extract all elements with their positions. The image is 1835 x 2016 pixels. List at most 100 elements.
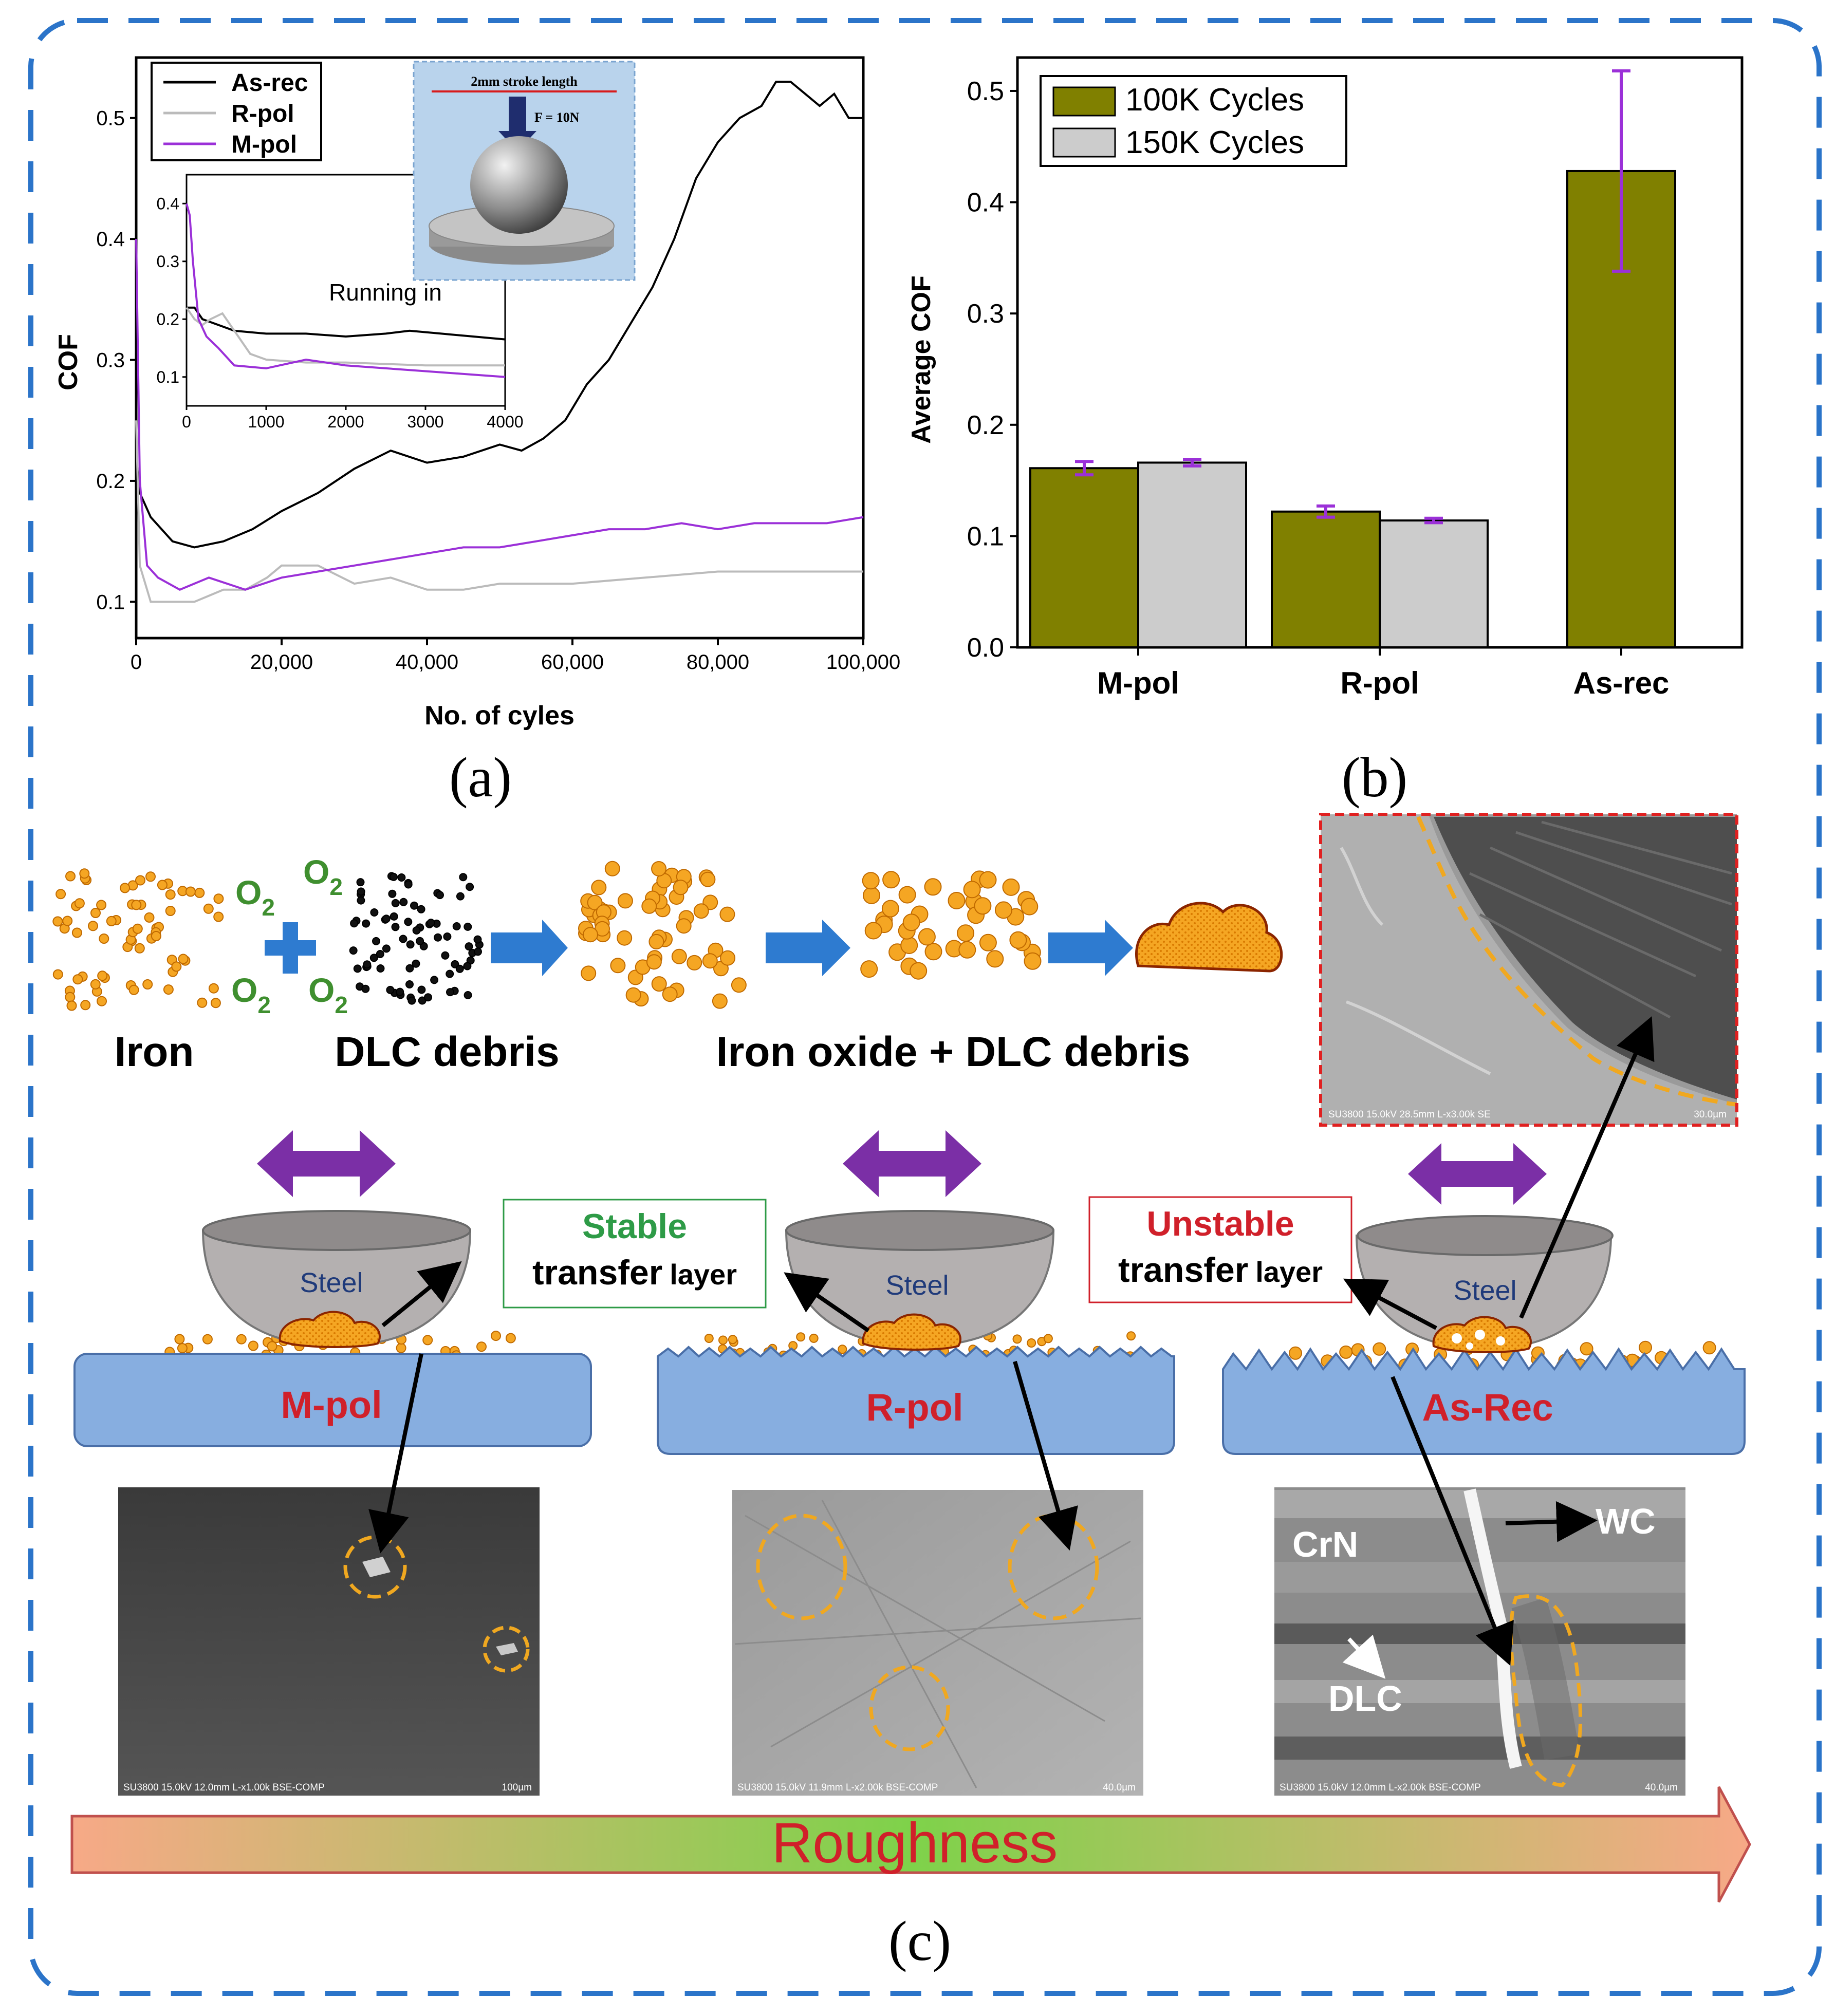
debris-particle [410, 901, 418, 910]
debris-particle [71, 927, 82, 938]
x-tick-label: 100,000 [826, 651, 901, 674]
debris-particle [131, 900, 142, 910]
debris-particle [986, 950, 1004, 968]
x-tick-label: 40,000 [396, 651, 458, 674]
debris-particle [704, 1334, 714, 1343]
debris-particle [881, 900, 899, 918]
layer-label: layer [670, 1258, 737, 1291]
bar-r-pol-100k [1271, 510, 1381, 648]
debris-particle [213, 893, 224, 904]
transfer-layer-m-pol [279, 1311, 381, 1348]
roughness-arrow: Roughness [70, 1786, 1751, 1903]
debris-particle [171, 961, 182, 972]
category-label-r-pol: R-pol [1340, 666, 1419, 700]
debris-particle [391, 899, 400, 907]
debris-particle [407, 996, 416, 1005]
debris-particle [62, 916, 73, 926]
debris-particle [363, 960, 372, 969]
legend-m-pol: M-pol [231, 131, 297, 158]
debris-particle [151, 931, 161, 941]
sem-image-m-pol: SU3800 15.0kV 12.0mm L-x1.00k BSE-COMP 1… [118, 1487, 540, 1796]
debris-particle [1002, 878, 1020, 896]
stable-transfer-layer-box: Stable transfer layer [503, 1199, 767, 1309]
debris-particle [610, 958, 626, 974]
inset-series-line-m-pol [186, 203, 506, 378]
arrow-right-icon [491, 920, 568, 976]
inset-x-tick-label: 0 [182, 413, 191, 431]
legend-100k: 100K Cycles [1125, 82, 1304, 118]
debris-particle [376, 950, 384, 958]
debris-particle [391, 923, 400, 931]
y-tick-label: 0.4 [967, 188, 1004, 218]
stroke-length-label: 2mm stroke length [471, 74, 578, 89]
debris-particle [213, 911, 224, 922]
debris-particle [404, 880, 413, 889]
debris-particle [651, 861, 667, 876]
debris-particle [396, 987, 404, 996]
debris-particle [97, 996, 107, 1006]
debris-particle [422, 1335, 433, 1346]
debris-particle [719, 906, 735, 922]
arrow-right-icon [766, 920, 850, 976]
svg-text:O2: O2 [235, 873, 275, 921]
panel-a-x-axis-label: No. of cyles [424, 701, 574, 731]
debris-particle [382, 914, 391, 923]
y-tick-label: 0.5 [967, 77, 1004, 106]
debris-particle [427, 919, 435, 927]
panel-b-bars [1029, 69, 1676, 649]
x-tick-label: 20,000 [250, 651, 313, 674]
y-tick-label: 0.5 [96, 107, 125, 130]
debris-particle [382, 944, 391, 953]
agglomerated-debris [1135, 902, 1283, 973]
debris-particle [581, 965, 597, 981]
panel-b-y-axis: 0.0 0.1 0.2 0.3 0.4 0.5 [967, 77, 1017, 663]
debris-particle [74, 898, 85, 909]
x-tick-label: 0 [131, 651, 142, 674]
debris-particle [405, 964, 414, 973]
panel-a-y-axis: 0.1 0.2 0.3 0.4 0.5 [96, 107, 136, 613]
debris-particle [617, 930, 633, 946]
debris-particle [417, 905, 425, 913]
legend-as-rec: As-rec [231, 69, 308, 97]
debris-particle [443, 932, 452, 941]
debris-particle [267, 1341, 277, 1352]
debris-particle [106, 916, 117, 926]
debris-particle [473, 935, 482, 944]
debris-particle [924, 943, 942, 961]
series-line-r-pol [135, 420, 863, 603]
debris-particle [412, 926, 421, 935]
y-tick-label: 0.1 [967, 521, 1004, 551]
debris-particle [386, 985, 395, 994]
debris-particle [838, 1345, 847, 1354]
debris-particle [505, 1333, 516, 1343]
debris-particle [924, 878, 942, 896]
inset-annotation: Running in [329, 279, 442, 306]
debris-particle [1027, 1338, 1036, 1348]
debris-particle [860, 960, 878, 978]
debris-particle [396, 1342, 406, 1353]
debris-particle [693, 903, 709, 919]
debris-particle [390, 912, 398, 921]
debris-particle [1639, 1340, 1652, 1354]
debris-particle [80, 1000, 91, 1011]
panel-b-y-axis-label: Average COF [906, 275, 936, 444]
debris-particle [809, 1333, 819, 1343]
inset-x-tick-label: 1000 [248, 413, 284, 431]
debris-particle [1012, 1334, 1022, 1344]
debris-particle [1126, 1331, 1136, 1341]
debris-particle [357, 896, 365, 905]
process-arrows [491, 920, 1133, 976]
panel-c-mechanism-schematic: O2 O2 O2 O2 Iron DLC debris Iron oxide +… [52, 813, 1751, 1972]
debris-particle [165, 889, 176, 900]
debris-particle [700, 871, 716, 887]
pointer-arrows [368, 1016, 1655, 1666]
bar-m-pol-150k [1137, 461, 1247, 648]
debris-particle [963, 881, 981, 899]
inset-x-tick-label: 3000 [407, 413, 443, 431]
debris-particle [728, 1335, 737, 1345]
debris-particle [476, 1341, 487, 1352]
debris-particle [474, 947, 482, 956]
panel-a-inset-chart: 0.1 0.2 0.3 0.4 0 1000 2000 3000 4000 Running i… [157, 174, 524, 431]
debris-particle [356, 878, 365, 887]
